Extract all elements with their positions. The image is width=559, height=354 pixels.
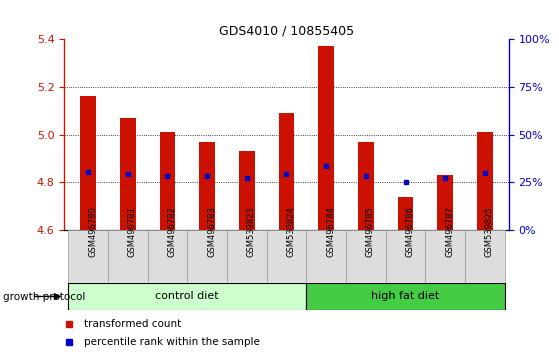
Bar	[120, 118, 136, 230]
Bar	[358, 142, 374, 230]
FancyBboxPatch shape	[465, 230, 505, 283]
Text: GSM496782: GSM496782	[168, 206, 177, 257]
Text: GSM496785: GSM496785	[366, 206, 375, 257]
Bar	[318, 46, 334, 230]
Text: GSM496780: GSM496780	[88, 206, 97, 257]
FancyBboxPatch shape	[425, 230, 465, 283]
FancyBboxPatch shape	[108, 230, 148, 283]
Bar	[397, 196, 414, 230]
Text: growth protocol: growth protocol	[3, 292, 85, 302]
Bar	[199, 142, 215, 230]
Text: control diet: control diet	[155, 291, 219, 302]
Bar	[239, 151, 255, 230]
Text: transformed count: transformed count	[84, 319, 182, 329]
Title: GDS4010 / 10855405: GDS4010 / 10855405	[219, 25, 354, 38]
FancyBboxPatch shape	[68, 230, 108, 283]
FancyBboxPatch shape	[227, 230, 267, 283]
FancyBboxPatch shape	[187, 230, 227, 283]
Bar	[477, 132, 493, 230]
FancyBboxPatch shape	[306, 230, 346, 283]
Text: GSM496784: GSM496784	[326, 206, 335, 257]
Text: GSM539825: GSM539825	[485, 206, 494, 257]
FancyBboxPatch shape	[386, 230, 425, 283]
Text: percentile rank within the sample: percentile rank within the sample	[84, 337, 260, 347]
FancyBboxPatch shape	[68, 283, 306, 310]
FancyBboxPatch shape	[346, 230, 386, 283]
Bar	[437, 175, 453, 230]
Text: GSM539824: GSM539824	[286, 206, 296, 257]
FancyBboxPatch shape	[267, 230, 306, 283]
Text: GSM496783: GSM496783	[207, 206, 216, 257]
Text: GSM496787: GSM496787	[445, 206, 454, 257]
Text: high fat diet: high fat diet	[371, 291, 439, 302]
Bar	[159, 132, 176, 230]
FancyBboxPatch shape	[306, 283, 505, 310]
FancyBboxPatch shape	[148, 230, 187, 283]
Bar	[80, 96, 96, 230]
Text: GSM496781: GSM496781	[128, 206, 137, 257]
Bar	[278, 113, 295, 230]
Text: GSM539823: GSM539823	[247, 206, 256, 257]
Text: GSM496786: GSM496786	[405, 206, 415, 257]
